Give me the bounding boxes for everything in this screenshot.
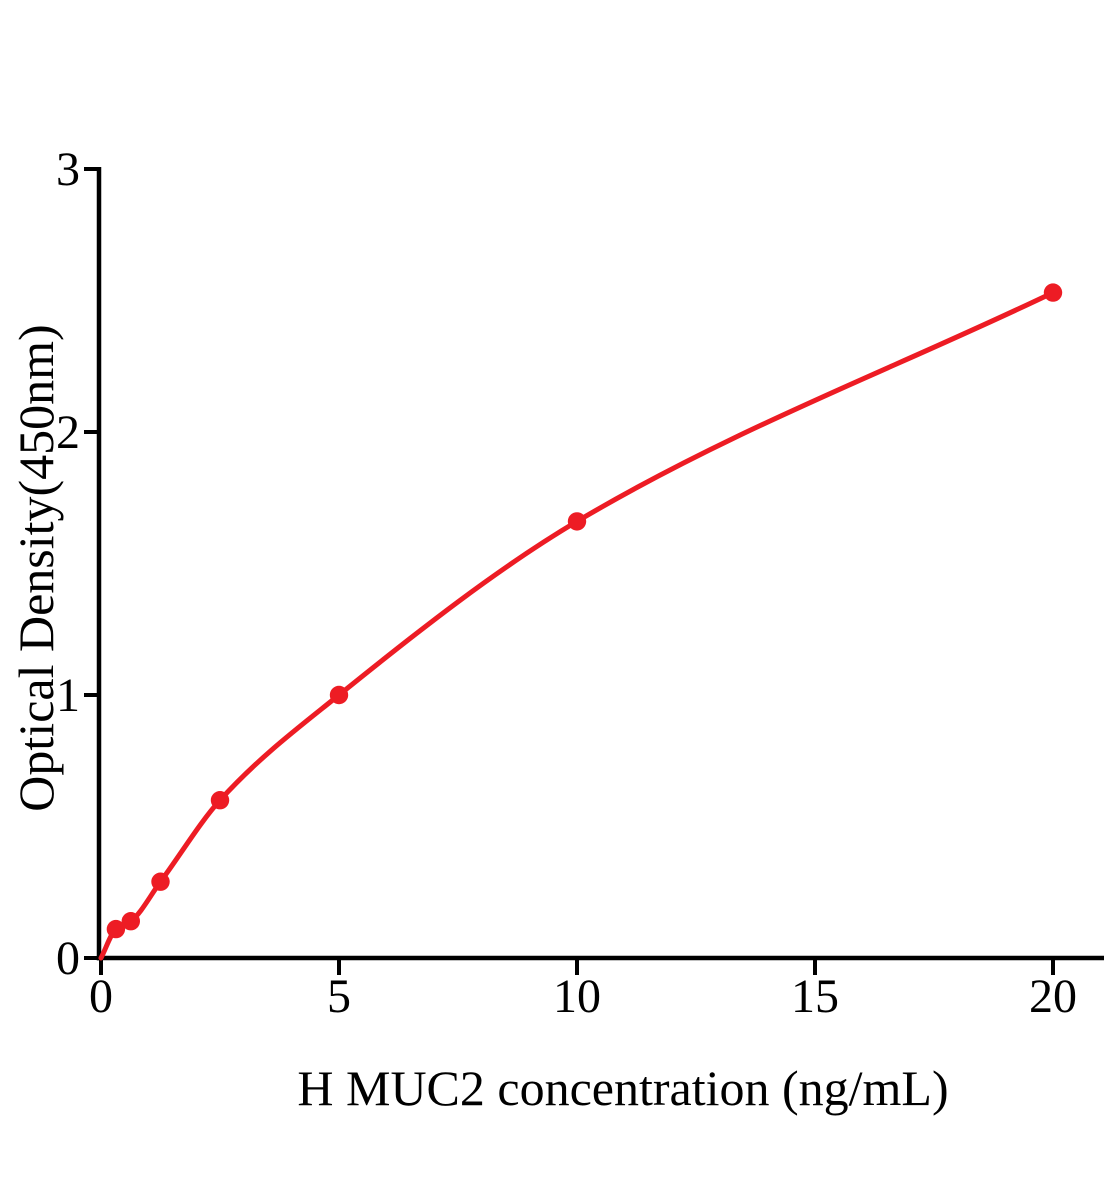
y-tick-label: 0	[56, 932, 80, 985]
y-tick-label: 1	[56, 669, 80, 722]
data-point	[106, 919, 126, 939]
data-point	[210, 791, 230, 810]
plot-area: 0 5 10 15 20 0 1 2 3	[56, 143, 1104, 1023]
y-tick-label: 2	[56, 406, 80, 459]
y-axis-title: Optical Density(450nm)	[8, 324, 64, 812]
data-point	[329, 685, 349, 705]
x-tick-label: 5	[327, 970, 351, 1023]
x-tick-label: 10	[553, 970, 601, 1023]
x-tick-label: 0	[89, 970, 113, 1023]
data-point	[151, 872, 170, 891]
y-tick-label: 3	[56, 143, 80, 196]
x-tick-label: 20	[1029, 970, 1077, 1023]
fit-curve	[98, 290, 1056, 961]
x-tick-label: 15	[791, 970, 839, 1023]
data-point	[1043, 283, 1063, 302]
data-point	[121, 912, 140, 931]
data-point	[567, 512, 587, 531]
x-axis-title: H MUC2 concentration (ng/mL)	[297, 1060, 949, 1116]
